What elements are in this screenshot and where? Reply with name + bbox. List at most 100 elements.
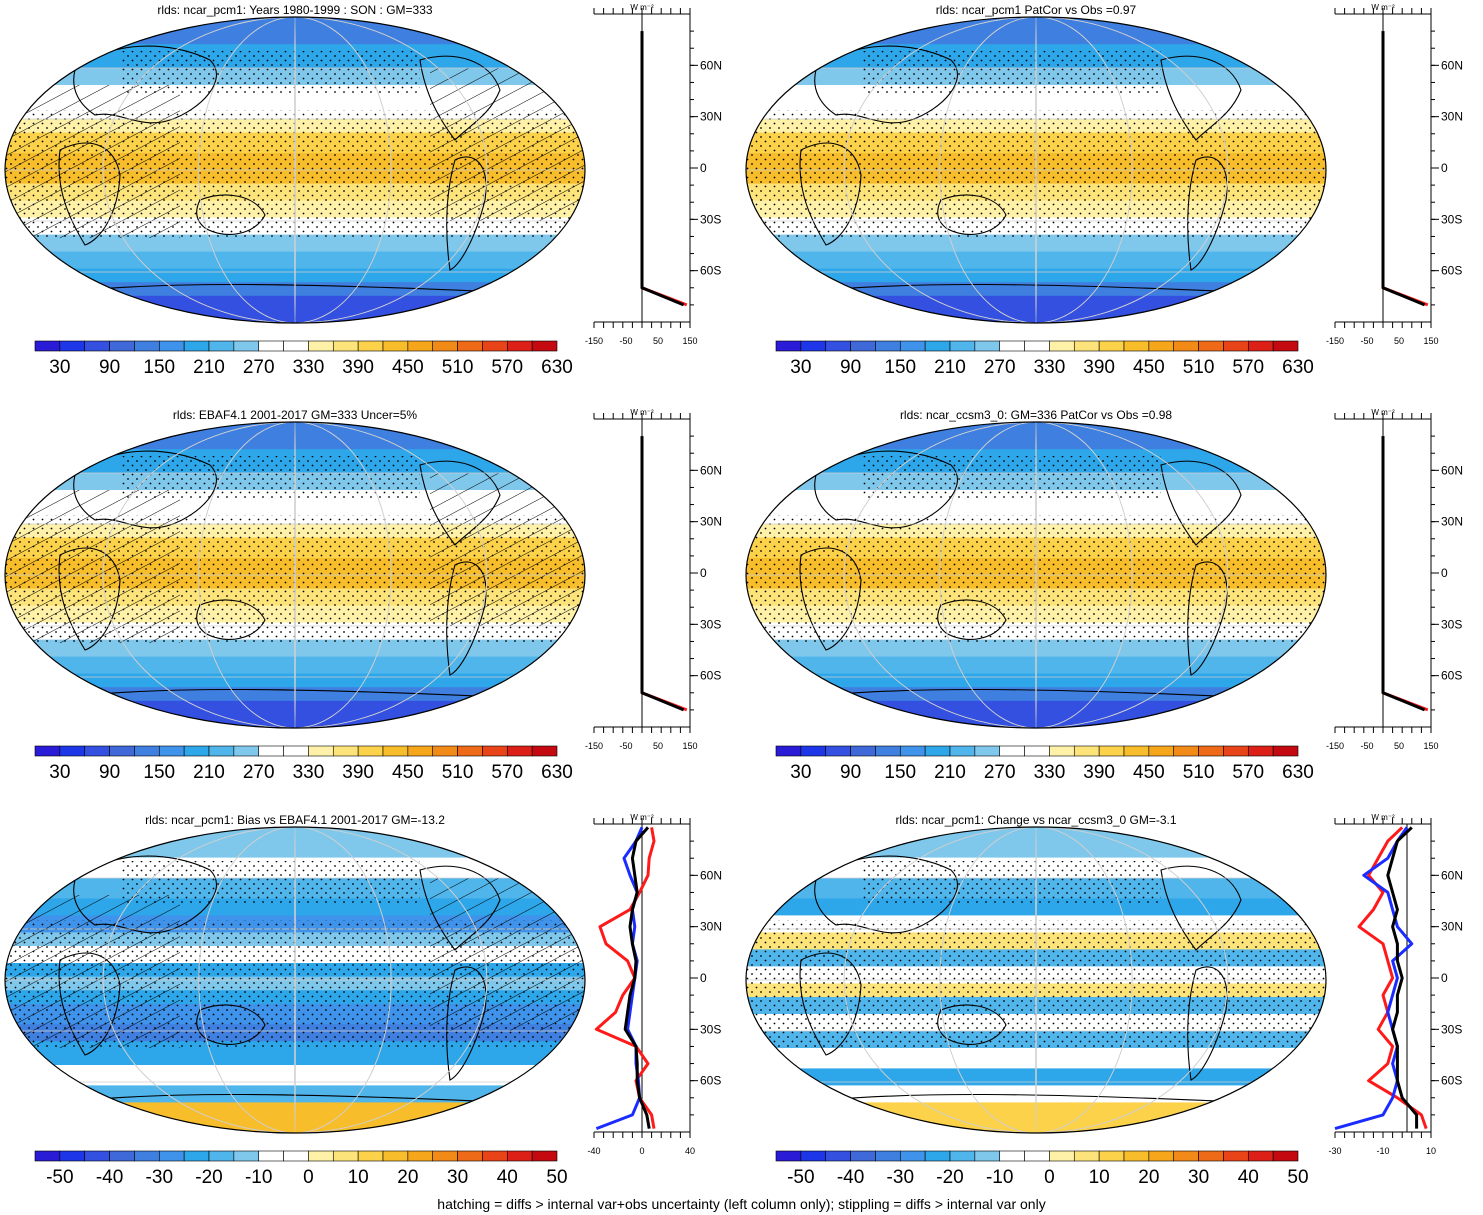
profile-tick-label: -50 [619,336,632,346]
profile-tick-label: 150 [1423,336,1438,346]
lat-band [5,1102,585,1133]
colorbar-label: 330 [293,357,325,378]
lat-label: 0 [700,971,707,985]
colorbar-swatch [999,745,1025,757]
colorbar-swatch [34,340,61,352]
colorbar-swatch [999,340,1025,352]
colorbar-swatch [1198,1150,1224,1162]
colorbar-swatch [924,340,951,352]
lat-label: 30N [700,110,722,124]
colorbar-swatch [1049,745,1075,757]
colorbar-swatch [875,1150,901,1162]
colorbar-swatch [432,745,458,757]
profile-line-black [623,826,651,1129]
colorbar-swatch [482,340,508,352]
map-border [745,421,1327,729]
map-field [5,827,585,1133]
stippling [746,920,1326,1048]
colorbar-label: 270 [984,357,1016,378]
colorbar-swatch [531,340,558,352]
colorbar-swatch [999,1150,1025,1162]
colorbar-label: 40 [1238,1167,1259,1188]
colorbar-swatch [1148,1150,1175,1162]
colorbar-swatch [800,340,827,352]
map-field [746,422,1326,728]
lat-band [5,700,585,728]
colorbar-swatch [1123,340,1150,352]
colorbar-label: 210 [934,357,966,378]
lat-band [5,1085,585,1103]
profile-tick-label: 150 [682,741,697,751]
colorbar-swatch [949,745,976,757]
map-field [5,17,585,323]
colorbar-swatch [1272,1150,1299,1162]
colorbar-label: -30 [146,1167,173,1188]
profile-line-red [1381,436,1429,712]
colorbar-swatch [308,745,334,757]
profile-tick-label: 10 [1426,1146,1436,1156]
lat-band [5,234,585,253]
colorbar-swatch [208,1150,235,1162]
panel-graphics: -50 -40 -30 -20 -10 0 10 20 30 40 50 W m⁻² -40 0 40 60N… [4,813,722,1188]
panel-3: rlds: EBAF4.1 2001-2017 GM=333 Uncer=5% … [0,405,741,805]
colorbar-swatch [1247,745,1274,757]
stippling [746,110,1326,238]
colorbar-swatch [258,745,284,757]
lat-label: 30S [700,617,721,631]
colorbar-label: 630 [1282,357,1314,378]
lat-label: 60N [700,58,722,72]
colorbar-swatch [1173,340,1199,352]
colorbar-swatch [482,1150,508,1162]
profile-tick-label: 150 [682,336,697,346]
colorbar-label: -20 [936,1167,963,1188]
colorbar-swatch [775,340,802,352]
colorbar-swatch [949,1150,976,1162]
panel-graphics: 30 90 150 210 270 330 390 450 510 570 630 W m⁻² -150… [745,3,1463,378]
colorbar-swatch [283,1150,309,1162]
profile-tick-label: -30 [1328,1146,1341,1156]
colorbar-label: 630 [541,357,573,378]
panel-graphics: 30 90 150 210 270 330 390 450 510 570 630 W m⁻² -150… [745,408,1463,783]
colorbar-label: 570 [1232,762,1264,783]
footer-note: hatching = diffs > internal var+obs unce… [437,1196,1046,1212]
colorbar-swatch [1098,745,1125,757]
colorbar-swatch [84,340,110,352]
profile-tick-label: -150 [1326,741,1344,751]
lat-band [746,282,1326,297]
hatching [5,895,180,1048]
colorbar-label: 390 [1083,357,1115,378]
lat-band [746,422,1326,450]
colorbar-swatch [1073,745,1100,757]
colorbar-swatch [531,745,558,757]
colorbar-swatch [1223,1150,1249,1162]
profile-tick-label: -40 [587,1146,600,1156]
colorbar-label: 270 [243,357,275,378]
colorbar-label: 570 [491,357,523,378]
colorbar-swatch [1272,745,1299,757]
colorbar-swatch [875,745,901,757]
lat-band [746,687,1326,702]
lat-band [5,251,585,270]
panel-6: rlds: ncar_pcm1: Change vs ncar_ccsm3_0 … [741,810,1482,1210]
lat-band [746,1068,1326,1086]
profile-unit: W m⁻² [1371,408,1395,417]
lat-band [5,687,585,702]
lat-label: 60S [1441,669,1462,683]
colorbar-label: -20 [195,1167,222,1188]
lat-band [746,827,1326,859]
map-border [745,16,1327,324]
colorbar-label: 510 [442,762,474,783]
lat-label: 0 [1441,161,1448,175]
lat-label: 0 [1441,971,1448,985]
colorbar-swatch [208,340,235,352]
colorbar-swatch [1272,340,1299,352]
map-field [746,827,1326,1133]
panel-title: rlds: ncar_pcm1: Years 1980-1999 : SON :… [157,3,433,17]
profile-tick-label: 50 [653,336,663,346]
lat-label: 60S [1441,1074,1462,1088]
profile-line-black [1381,436,1426,712]
colorbar-swatch [1247,340,1274,352]
colorbar-swatch [308,340,334,352]
colorbar-label: 210 [934,762,966,783]
colorbar-swatch [850,1150,876,1162]
